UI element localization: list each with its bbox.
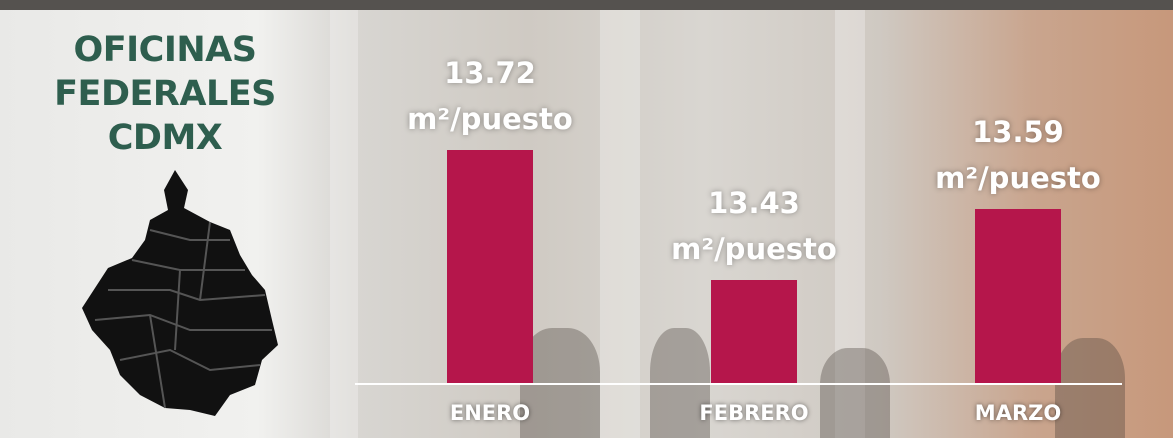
bar (711, 280, 797, 383)
x-tick-label: MARZO (918, 401, 1118, 425)
bar (447, 150, 533, 383)
x-tick-label: FEBRERO (654, 401, 854, 425)
value-label: 13.59 m²/puesto (918, 109, 1118, 201)
cdmx-map (80, 170, 280, 420)
infographic: OFICINAS FEDERALES CDMX ENERO 13.72 m²/pu… (0, 0, 1173, 438)
bar (975, 209, 1061, 383)
baseline (355, 383, 1122, 385)
background-pillar (600, 10, 640, 438)
chart-title: OFICINAS FEDERALES CDMX (40, 28, 290, 160)
background-pillar (330, 10, 358, 438)
top-border (0, 0, 1173, 10)
x-tick-label: ENERO (390, 401, 590, 425)
value-label: 13.72 m²/puesto (390, 50, 590, 142)
value-label: 13.43 m²/puesto (654, 180, 854, 272)
